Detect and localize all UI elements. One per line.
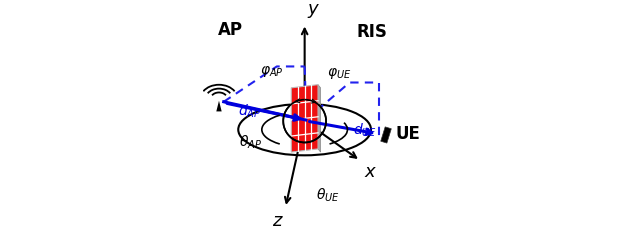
Text: $\theta_{UE}$: $\theta_{UE}$	[316, 186, 340, 204]
Text: $z$: $z$	[272, 212, 284, 230]
Text: UE: UE	[396, 125, 420, 143]
Text: $\varphi_{UE}$: $\varphi_{UE}$	[327, 66, 352, 81]
Text: RIS: RIS	[356, 22, 387, 40]
Text: $d_{AP}$: $d_{AP}$	[238, 103, 262, 120]
Text: $\theta_{AP}$: $\theta_{AP}$	[239, 134, 262, 151]
Polygon shape	[318, 85, 321, 152]
Text: $d_{UE}$: $d_{UE}$	[353, 122, 377, 139]
Text: AP: AP	[218, 22, 243, 40]
Polygon shape	[291, 85, 318, 152]
Polygon shape	[216, 101, 222, 111]
Text: $x$: $x$	[363, 163, 377, 181]
Text: $y$: $y$	[307, 2, 320, 20]
Polygon shape	[381, 127, 391, 143]
Text: $\varphi_{AP}$: $\varphi_{AP}$	[260, 64, 283, 79]
